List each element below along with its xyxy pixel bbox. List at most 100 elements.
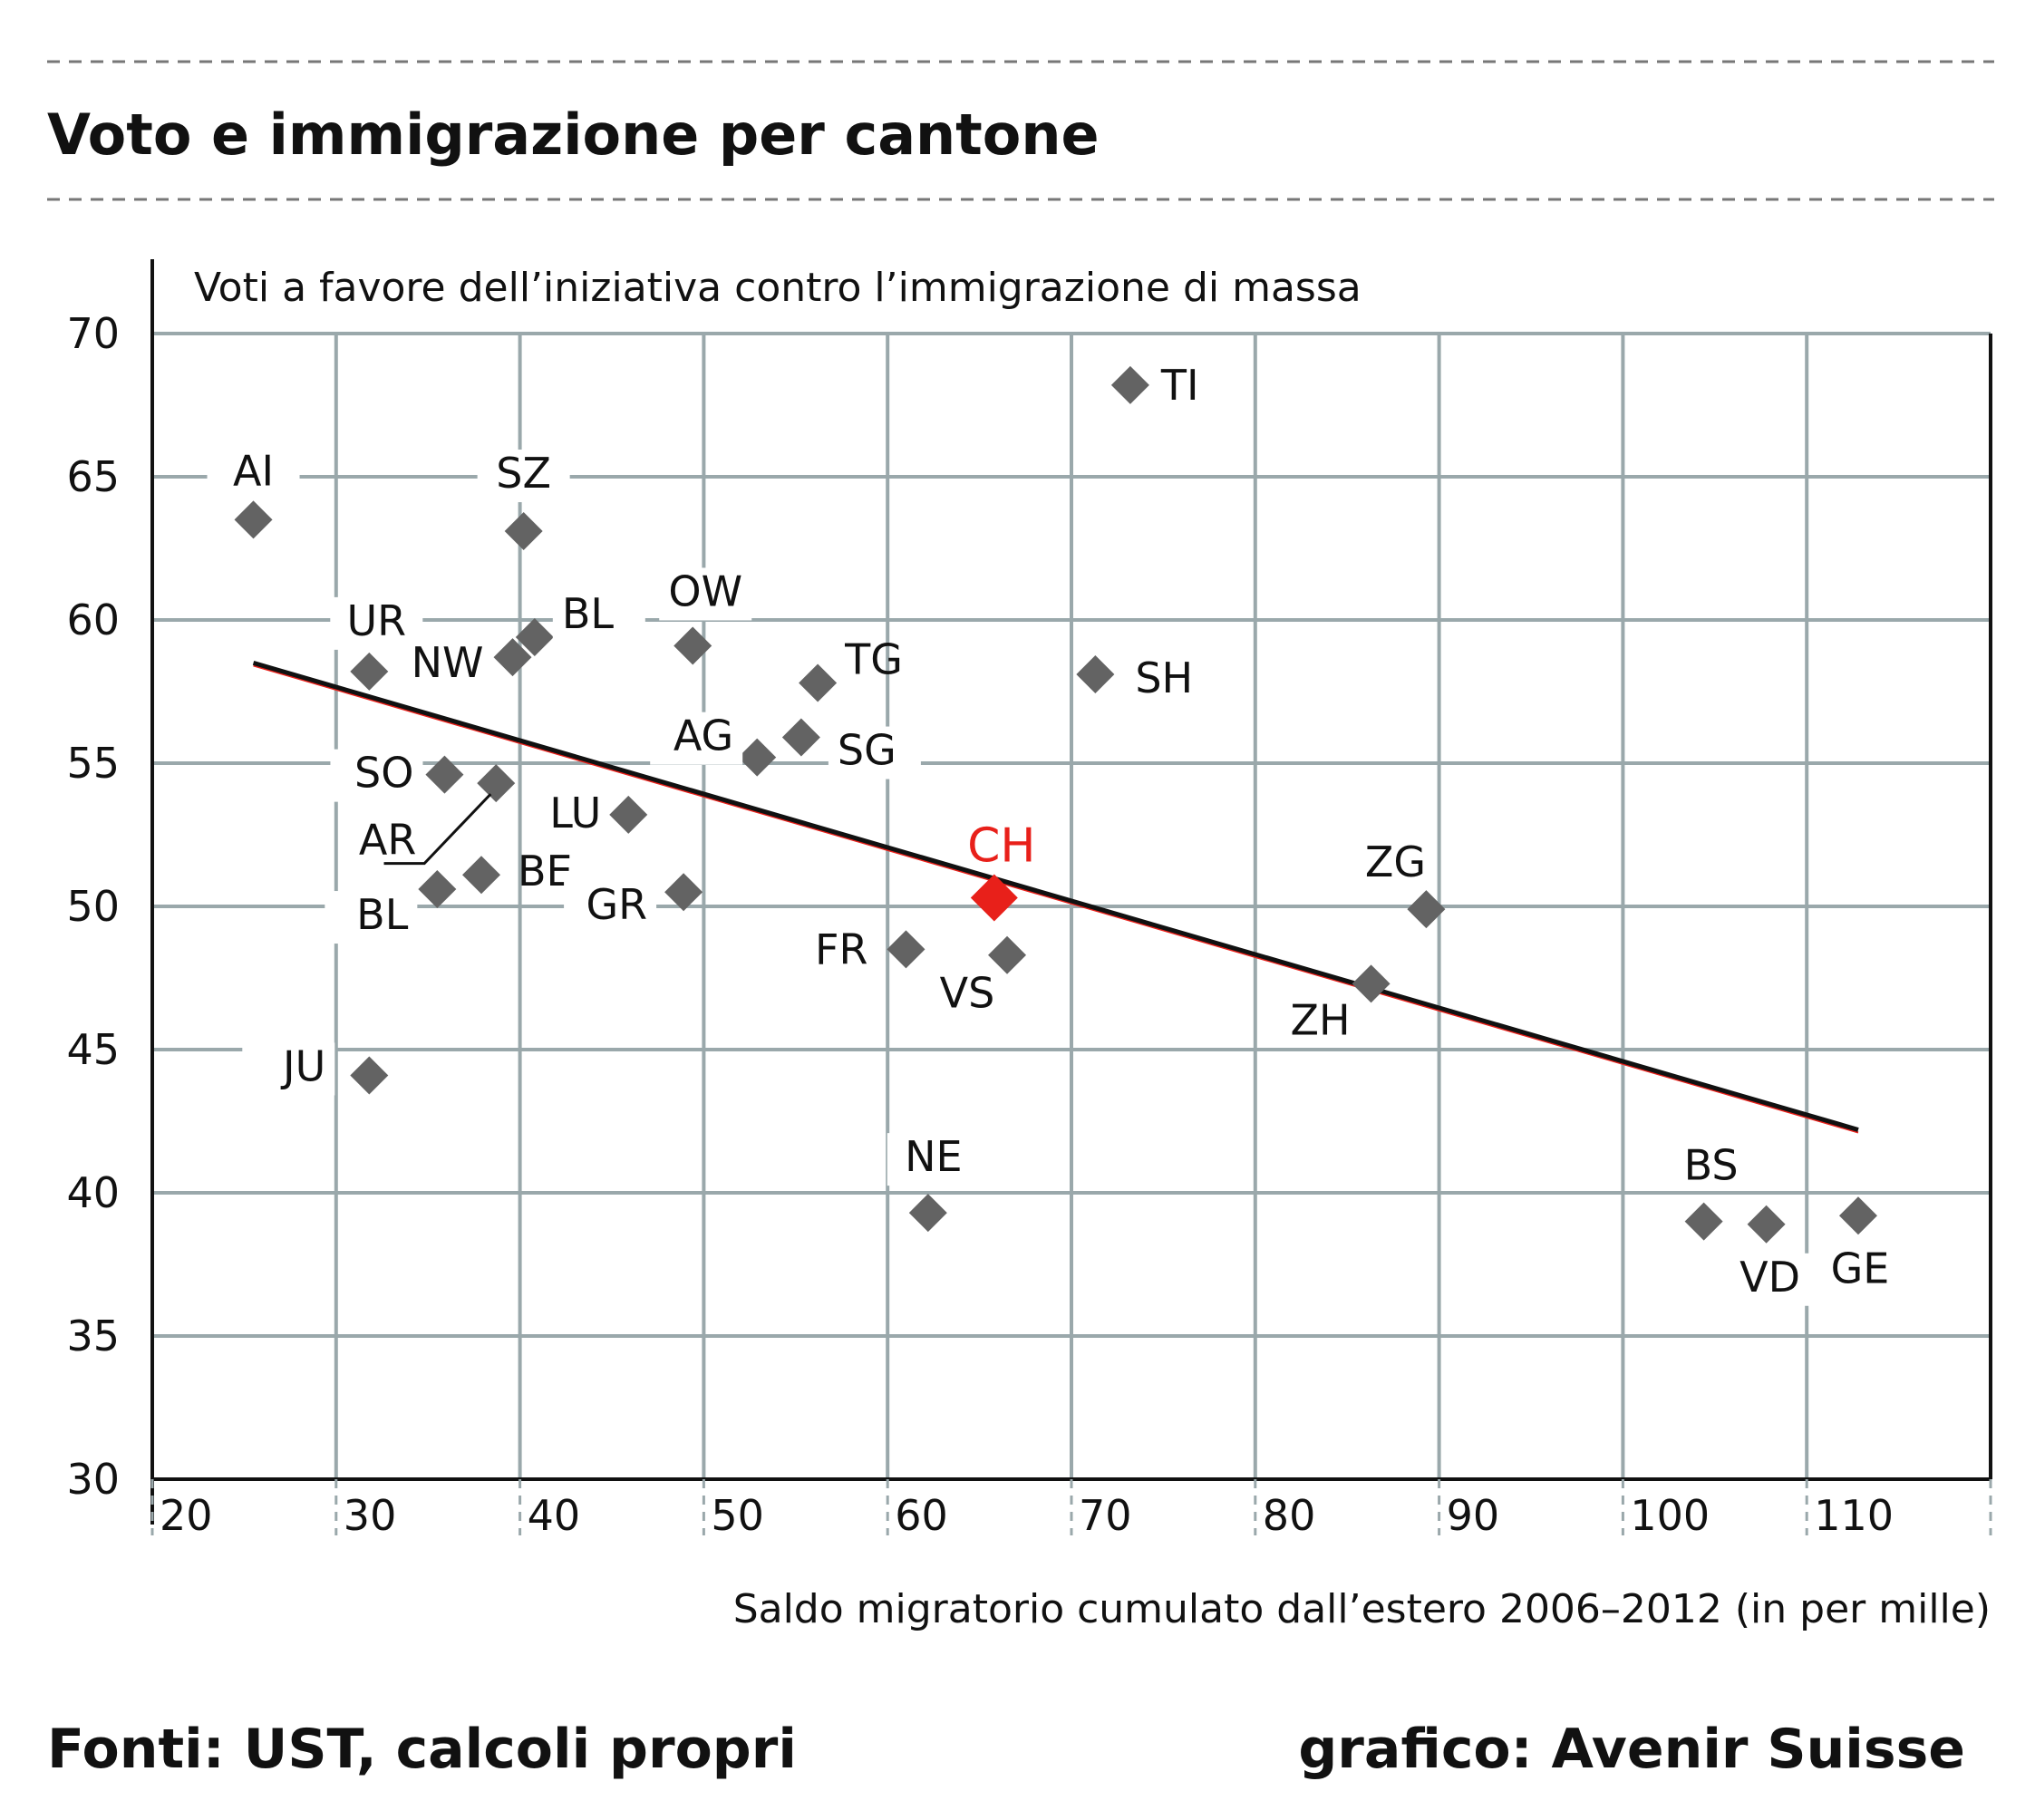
y-tick-label: 65 <box>66 452 120 501</box>
credit-note: grafico: Avenir Suisse <box>1298 1718 1965 1781</box>
data-point-sh <box>1076 655 1115 694</box>
y-tick-label: 50 <box>66 882 120 931</box>
y-tick-label: 40 <box>66 1168 120 1217</box>
point-label-sz: SZ <box>496 449 551 498</box>
data-point-fr <box>887 930 925 969</box>
x-tick-label: 90 <box>1447 1491 1500 1540</box>
data-point-lu <box>609 795 648 834</box>
data-points <box>234 365 1877 1244</box>
x-tick-label: 30 <box>344 1491 397 1540</box>
label-background <box>477 450 570 503</box>
point-label-so: SO <box>354 749 413 798</box>
x-tick-label: 60 <box>895 1491 948 1540</box>
trend-line <box>252 660 1859 1132</box>
y-axis-title: Voti a favore dell’iniziativa contro l’i… <box>194 265 1362 311</box>
point-label-vs: VS <box>940 969 995 1018</box>
label-background <box>828 726 921 779</box>
data-point-ne <box>908 1194 947 1233</box>
data-point-gr <box>664 873 703 912</box>
ar-leader-line <box>383 793 492 866</box>
label-background <box>887 1133 980 1186</box>
data-point-nw <box>493 638 532 677</box>
data-point-vs <box>988 935 1027 974</box>
label-background <box>564 881 657 934</box>
point-label-ti: TI <box>1160 361 1199 410</box>
point-label-bl: BL <box>562 589 615 638</box>
point-label-ai: AI <box>233 446 274 495</box>
data-point-bl <box>418 870 457 909</box>
data-point-tg <box>799 663 838 702</box>
label-background <box>552 589 645 643</box>
point-label-ag: AG <box>673 712 733 760</box>
point-label-nw: NW <box>412 638 484 687</box>
grid <box>152 332 1991 1479</box>
point-label-lu: LU <box>549 789 601 837</box>
point-label-ar: AR <box>359 816 416 865</box>
data-point-ch <box>970 874 1018 922</box>
data-point-be <box>462 856 501 895</box>
data-point-ge <box>1838 1196 1877 1235</box>
point-label-fr: FR <box>815 925 867 973</box>
x-tick-label: 100 <box>1630 1491 1710 1540</box>
data-point-zg <box>1407 890 1446 929</box>
point-label-ju: JU <box>280 1041 325 1090</box>
point-label-ge: GE <box>1831 1244 1890 1292</box>
y-tick-label: 35 <box>66 1312 120 1360</box>
data-point-bs <box>1684 1202 1723 1241</box>
point-label-ch: CH <box>967 819 1035 874</box>
y-tick-label: 30 <box>66 1455 120 1504</box>
label-background <box>330 596 423 650</box>
point-label-tg: TG <box>844 635 903 684</box>
label-background <box>325 891 418 944</box>
point-label-vd: VD <box>1739 1253 1800 1302</box>
source-note: Fonti: UST, calcoli propri <box>47 1718 797 1781</box>
data-point-zh <box>1352 964 1391 1003</box>
label-background <box>1723 1253 1817 1306</box>
x-tick-label: 20 <box>160 1491 213 1540</box>
point-label-zh: ZH <box>1291 995 1351 1044</box>
point-label-bs: BS <box>1684 1141 1739 1190</box>
point-label-sh: SH <box>1135 653 1193 702</box>
point-label-bl: BL <box>356 890 409 939</box>
point-label-sg: SG <box>838 726 896 775</box>
label-background <box>659 567 752 621</box>
trend-line-shadow <box>253 664 1859 1134</box>
data-point-ti <box>1110 365 1149 404</box>
point-label-ne: NE <box>905 1132 962 1181</box>
point-label-zg: ZG <box>1365 837 1426 886</box>
label-background <box>242 1042 335 1096</box>
y-tick-label: 70 <box>66 309 120 358</box>
data-point-ur <box>350 652 389 691</box>
x-axis-title: Saldo migratorio cumulato dall’estero 20… <box>733 1586 1991 1632</box>
data-point-ai <box>234 500 273 539</box>
label-background <box>330 749 423 802</box>
point-label-be: BE <box>518 847 573 895</box>
data-point-ju <box>350 1056 389 1095</box>
label-background <box>207 447 300 500</box>
tick-labels: 30 35 40 45 50 55 60 65 70 20 30 40 50 60 70 80 90 100 110 <box>66 309 1992 1540</box>
data-point-vd <box>1747 1205 1786 1244</box>
label-background <box>650 712 743 765</box>
y-tick-label: 55 <box>66 739 120 788</box>
data-point-bl <box>515 617 554 656</box>
point-label-ur: UR <box>346 596 406 645</box>
y-tick-label: 60 <box>66 595 120 644</box>
data-point-so <box>425 755 464 794</box>
data-point-ag <box>738 738 777 777</box>
x-tick-label: 110 <box>1814 1491 1894 1540</box>
x-tick-label: 40 <box>528 1491 581 1540</box>
x-tick-label: 50 <box>711 1491 764 1540</box>
data-point-sg <box>781 718 820 757</box>
x-tick-label: 70 <box>1079 1491 1132 1540</box>
chart-title: Voto e immigrazione per cantone <box>47 102 1100 168</box>
data-point-sz <box>504 512 543 551</box>
trend-line-group <box>252 660 1859 1134</box>
point-label-ow: OW <box>668 566 742 615</box>
y-tick-label: 45 <box>66 1025 120 1074</box>
data-point-ar <box>477 764 516 803</box>
x-tick-label: 80 <box>1263 1491 1316 1540</box>
data-point-ow <box>673 626 712 665</box>
point-label-gr: GR <box>586 880 647 929</box>
